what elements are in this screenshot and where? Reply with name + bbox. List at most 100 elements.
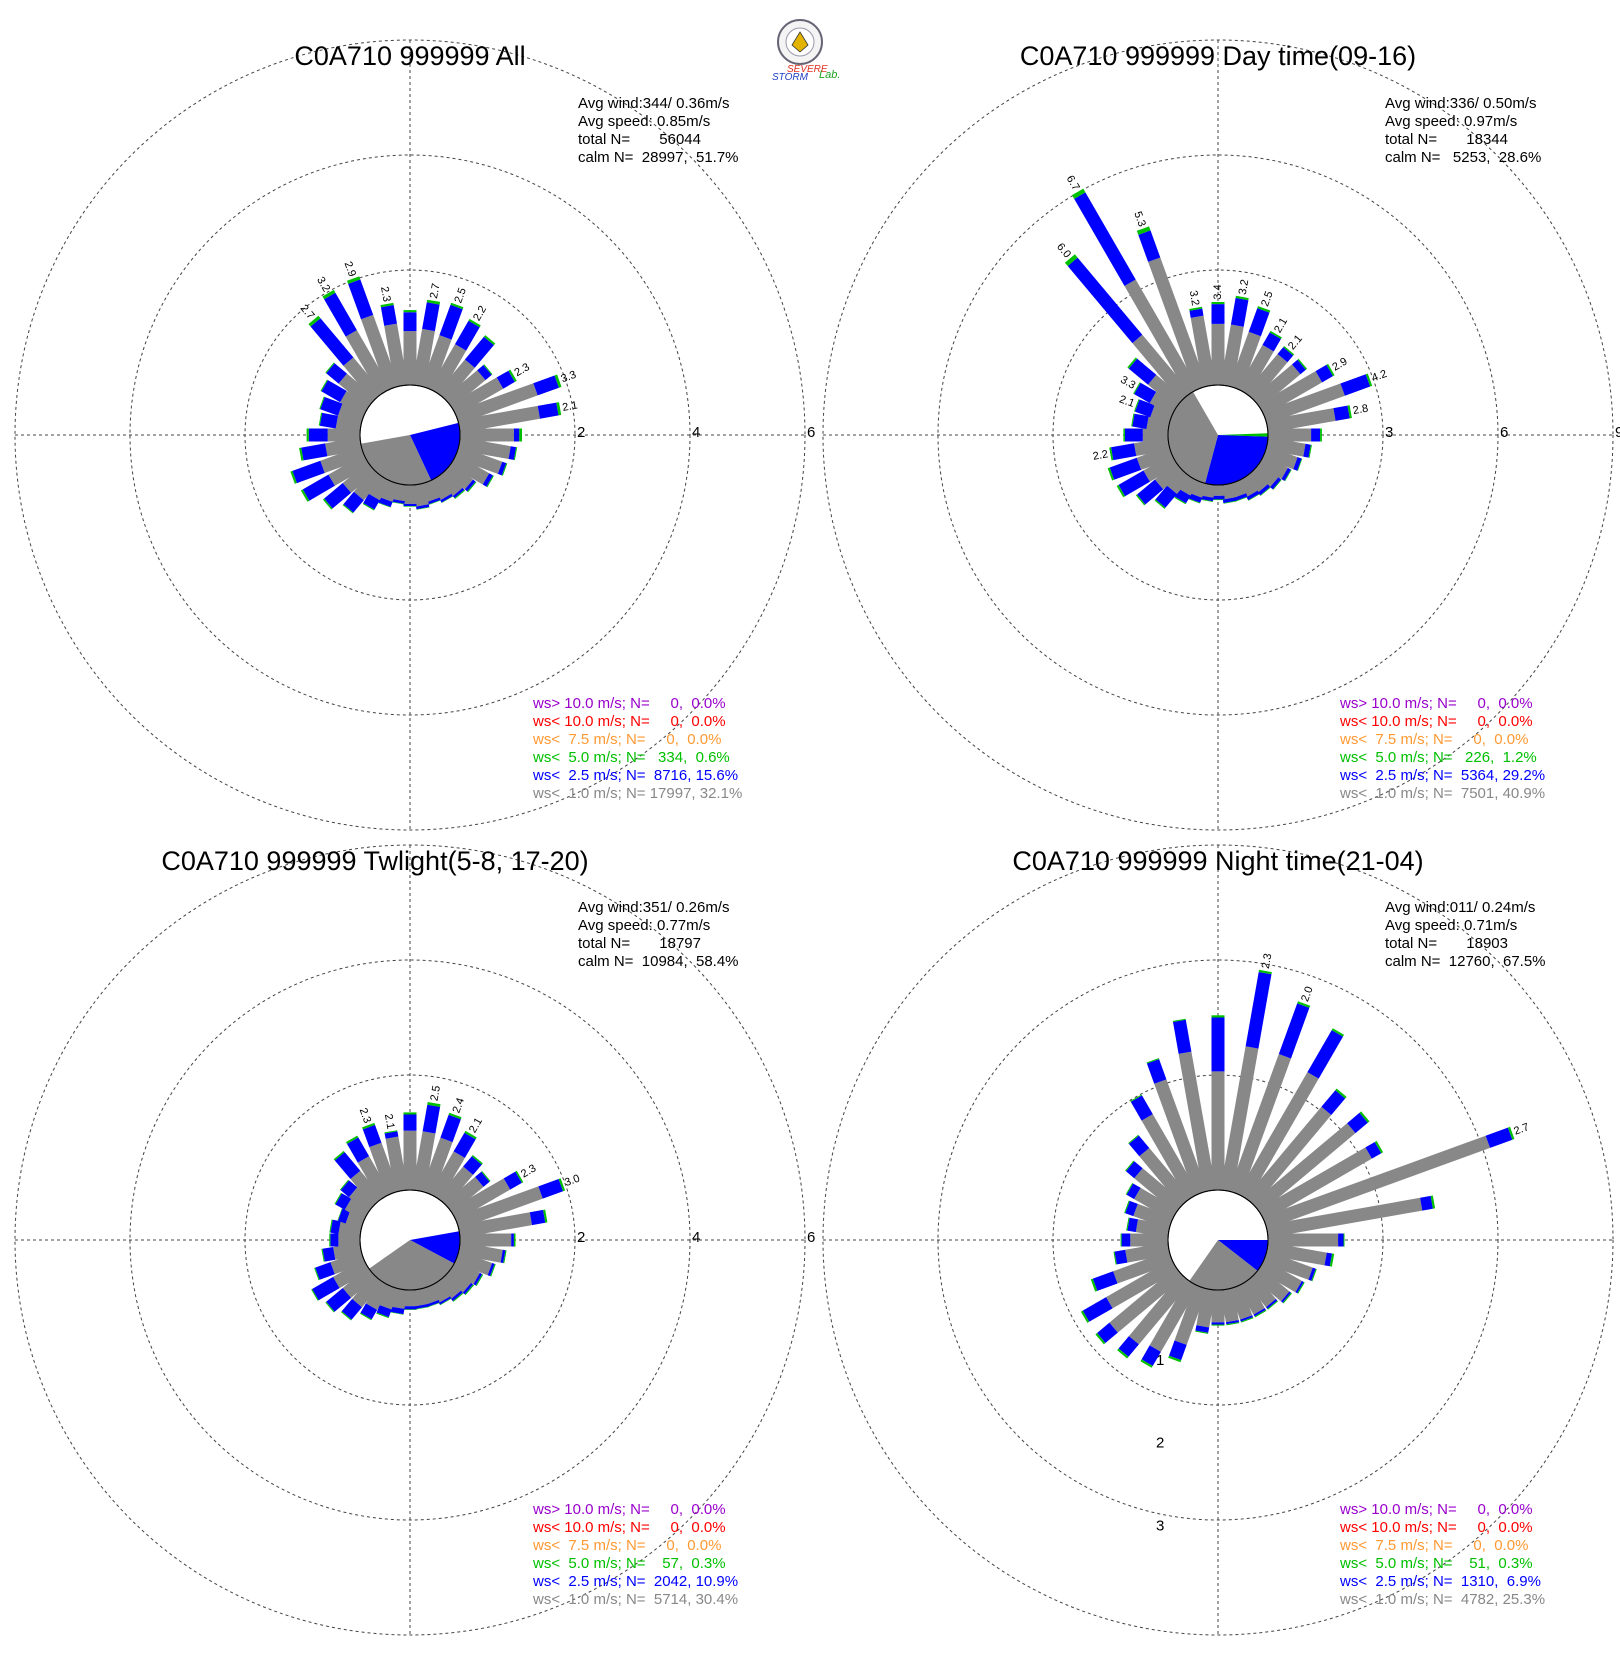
bar-segment-lt2_5 [1127,1217,1138,1233]
bar-segment-lt1 [429,1151,465,1200]
bar-segment-lt2_5 [310,318,354,366]
calm-sector [410,1231,460,1264]
bar-segment-lt5 [306,428,309,442]
bar-segment-lt5 [1297,458,1303,471]
ring-label: 4 [692,424,700,441]
bar-segment-lt1 [444,370,486,408]
bar-segment-lt5 [508,369,517,382]
panel-title: C0A710 999999 All [294,41,525,71]
bar-segment-lt5 [1124,1200,1130,1214]
direction-bar-30 [429,1130,477,1200]
bar-segment-lt5 [1267,1300,1278,1310]
direction-bar-150 [1237,1280,1267,1318]
bar-segment-lt1 [450,1178,511,1221]
bar-segment-lt5 [360,1312,372,1321]
bar-segment-lt5 [1257,306,1271,313]
bar-segment-lt5 [1109,447,1114,461]
direction-bar-80 [458,402,562,433]
panel-title: C0A710 999999 Night time(21-04) [1012,846,1423,876]
bar-segment-lt5 [1146,1058,1160,1064]
bar-segment-lt5 [416,507,430,510]
bar-segment-lt5 [467,481,477,493]
bar-segment-lt1 [1266,408,1336,433]
windrose-panel-3: 2 4 6 2.3 2.1 2.5 2.4 2.1 2.3 3.0 C0A710 999999 Tw… [14,844,815,1636]
bar-segment-lt2_5 [538,1179,564,1199]
direction-bar-220 [342,469,383,514]
bar-total-label: 2.5 [1259,290,1276,308]
bar-segment-lt1 [1211,323,1225,385]
bar-segment-lt1 [1211,1290,1225,1323]
stat-line: Avg speed: 0.71m/s [1385,917,1517,934]
bar-segment-lt2_5 [1130,1095,1153,1121]
bar-segment-lt5 [1130,1094,1142,1102]
bar-segment-lt2_5 [326,363,347,384]
bar-segment-lt2_5 [487,1263,495,1277]
direction-bar-250 [290,446,366,484]
bar-segment-lt1 [320,446,366,473]
direction-bar-350 [384,1130,408,1192]
ring-label: 2 [577,424,585,441]
bar-segment-lt5 [483,335,496,346]
direction-bar-150 [1237,475,1260,501]
bar-segment-lt1 [1258,1259,1302,1293]
bar-segment-lt1 [344,1198,370,1221]
bar-segment-lt1 [1220,1288,1239,1323]
direction-bar-100 [458,1242,507,1264]
stat-line: total N= 18903 [1385,935,1508,952]
bar-segment-lt5 [339,1179,349,1191]
ring-label: 1 [1156,1352,1164,1369]
bar-segment-lt5 [1189,306,1203,311]
bar-segment-lt2_5 [1303,443,1311,458]
ring-label: 6 [1500,424,1508,441]
bar-segment-lt1 [1167,469,1191,494]
bar-segment-lt1 [437,469,463,497]
bar-segment-lt5 [1200,499,1213,502]
direction-bar-300 [320,379,370,416]
direction-bar-170 [1220,1288,1240,1326]
bar-segment-lt5 [1343,1233,1345,1247]
bar-segment-lt2_5 [533,375,559,396]
bar-segment-lt5 [1347,405,1352,419]
bar-segment-lt5 [464,1130,477,1140]
bar-segment-lt2_5 [1321,1090,1346,1115]
bar-segment-lt2_5 [334,1152,361,1179]
direction-bar-110 [454,1251,496,1277]
bar-segment-lt1 [437,1166,474,1206]
bar-segment-lt5 [1125,1160,1135,1172]
direction-bar-320 [333,1150,383,1206]
bar-total-label: 2.3 [519,1162,538,1180]
legend-entry-lt5: ws< 5.0 m/s; N= 226, 1.2% [1339,749,1537,766]
calm-sector [410,422,460,481]
ring-label: 6 [807,424,815,441]
bar-segment-lt2_5 [415,1304,429,1309]
bar-segment-lt5 [337,1208,343,1221]
bar-segment-lt5 [1187,498,1201,504]
bar-segment-lt2_5 [403,312,417,332]
bar-segment-lt2_5 [416,504,430,510]
bar-segment-lt5 [415,1306,429,1310]
bar-segment-lt1 [1148,374,1184,408]
direction-bar-240 [1080,1259,1178,1323]
bar-segment-lt5 [311,1289,319,1301]
bar-segment-lt2_5 [1067,257,1143,344]
direction-bar-340 [1136,226,1207,391]
bar-segment-lt1 [342,1267,376,1298]
direction-bar-90 [1268,1233,1345,1247]
bar-segment-lt5 [380,302,394,308]
bar-segment-lt5 [318,412,323,426]
direction-bar-50 [444,364,493,408]
bar-segment-lt5 [1107,467,1115,481]
bar-segment-lt1 [412,328,435,387]
bar-segment-lt2_5 [1138,230,1161,262]
direction-bar-330 [1130,1094,1199,1200]
bar-segment-lt5 [1064,254,1078,266]
calm-sector [1218,433,1269,437]
bar-segment-lt5 [1126,1217,1130,1231]
bar-segment-lt1 [1258,371,1323,416]
legend-entry-lt1: ws< 1.0 m/s; N= 4782, 25.3% [1339,1591,1545,1608]
logo-emblem [791,31,809,53]
bar-segment-lt5 [390,1312,404,1315]
direction-bar-40 [437,1155,483,1206]
bar-total-label: 3.3 [1118,374,1137,392]
direction-bar-20 [1229,1001,1311,1196]
